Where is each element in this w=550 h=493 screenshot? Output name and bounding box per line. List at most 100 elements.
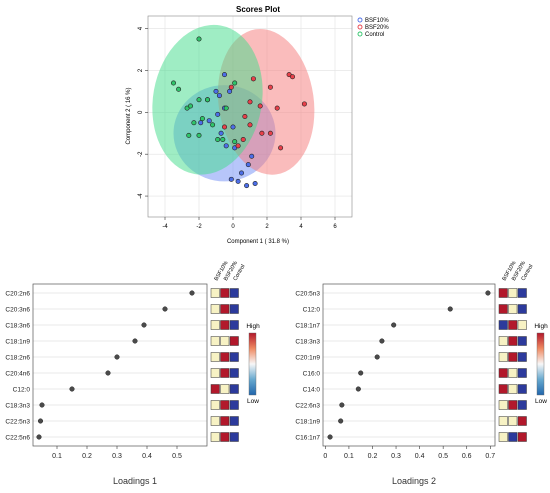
loadings1-row-label: C20:3n6 [5, 307, 30, 314]
loadings1-loading-dot [162, 306, 168, 312]
scores-plot-xlabel: Component 1 ( 31.8 %) [227, 239, 289, 245]
loadings1-row-label: C18:3n3 [5, 403, 30, 410]
loadings1-xlabel: Loadings 1 [113, 476, 157, 486]
loadings1-loading-dot [189, 290, 195, 296]
score-point-control [210, 122, 216, 128]
loadings1-heat-cell [220, 368, 230, 378]
loadings2-xtick-label: 0.7 [485, 453, 495, 460]
loadings2-loading-dot [355, 386, 361, 392]
score-point-control [196, 132, 202, 138]
loadings1-heat-cell [229, 288, 239, 298]
loadings1-heat-cell [210, 368, 220, 378]
scores-plot-ylabel: Component 2 ( 16 %) [126, 87, 132, 144]
score-point-bsf10 [206, 118, 212, 124]
score-point-bsf20 [247, 122, 253, 128]
loadings2-heat-cell [498, 352, 508, 362]
score-point-control [171, 80, 177, 86]
loadings2-heat-cell [508, 336, 518, 346]
loadings2-loading-dot [358, 370, 364, 376]
loadings1-heat-cell [229, 336, 239, 346]
loadings1-heat-cell [210, 336, 220, 346]
score-point-bsf20 [289, 74, 295, 80]
loadings1-row-label: C18:3n6 [5, 323, 30, 330]
scores-ytick-label: 2 [138, 68, 144, 72]
score-point-control [205, 97, 211, 103]
colorbar1-low-label: Low [247, 398, 259, 405]
loadings1-loading-dot [36, 434, 42, 440]
score-point-bsf10 [245, 162, 251, 168]
loadings1-xtick-label: 0.2 [82, 453, 92, 460]
loadings2-heat-cell [517, 416, 527, 426]
colorbar2-low-label: Low [535, 398, 547, 405]
loadings2-xtick-label: 0.3 [391, 453, 401, 460]
legend-label-bsf20: BSF20% [365, 25, 389, 31]
loadings2-heat-cell [508, 352, 518, 362]
score-point-bsf10 [235, 178, 241, 184]
scores-plot-title: Scores Plot [236, 5, 280, 14]
loadings2-heat-cell [517, 352, 527, 362]
loadings1-heat-cell [220, 384, 230, 394]
loadings1-heat-cell [229, 400, 239, 410]
loadings2-heat-cell [517, 368, 527, 378]
score-point-control [232, 139, 238, 145]
loadings2-heat-cell [508, 320, 518, 330]
loadings1-loading-dot [132, 338, 138, 344]
loadings1-heat-cell [229, 432, 239, 442]
score-point-bsf10 [249, 153, 255, 159]
loadings2-loading-dot [327, 434, 333, 440]
loadings2-heat-cell [508, 432, 518, 442]
loadings2-heat-cell [498, 432, 508, 442]
scores-ytick-label: -2 [138, 151, 144, 157]
legend-label-control: Control [365, 32, 384, 38]
score-point-control [199, 116, 205, 122]
score-point-control [176, 86, 182, 92]
score-point-control [196, 97, 202, 103]
loadings1-heat-cell [220, 352, 230, 362]
score-point-control [191, 120, 197, 126]
loadings1-heat-cell [210, 432, 220, 442]
score-point-bsf10 [215, 111, 221, 117]
loadings1-heat-cell [210, 288, 220, 298]
score-point-bsf10 [222, 72, 228, 78]
score-point-control [188, 103, 194, 109]
scores-plot-frame [147, 15, 353, 218]
score-point-bsf20 [240, 137, 246, 143]
loadings2-row-label: C14:0 [303, 387, 321, 394]
score-point-bsf10 [216, 93, 222, 99]
score-point-bsf10 [218, 130, 224, 136]
loadings1-row-label: C18:2n6 [5, 355, 30, 362]
loadings1-row-label: C18:1n9 [5, 339, 30, 346]
scores-ytick-label: 0 [138, 110, 144, 114]
loadings2-heat-cell [498, 368, 508, 378]
loadings2-xtick-label: 0.6 [462, 453, 472, 460]
score-point-bsf20 [250, 76, 256, 82]
loadings1-heat-cell [220, 432, 230, 442]
scores-xtick-label: -4 [162, 224, 168, 230]
loadings2-heat-cell [517, 288, 527, 298]
colorbar1-high-label: High [246, 323, 260, 330]
score-point-bsf20 [267, 130, 273, 136]
loadings2-heat-cell [498, 416, 508, 426]
loadings1-loading-dot [69, 386, 75, 392]
scores-xtick-label: 6 [333, 224, 337, 230]
loadings1-row-label: C20:2n6 [5, 291, 30, 298]
score-point-bsf10 [213, 88, 219, 94]
loadings2-xtick-label: 0.2 [368, 453, 378, 460]
loadings2-row-label: C18:1n9 [295, 419, 320, 426]
loadings1-heat-cell [220, 416, 230, 426]
loadings2-heat-cell [517, 320, 527, 330]
loadings2-heat-cell [517, 336, 527, 346]
loadings1-heat-cell [229, 416, 239, 426]
loadings1-heat-cell [229, 384, 239, 394]
score-point-control [186, 132, 192, 138]
legend-marker-bsf20 [357, 24, 363, 30]
score-point-bsf10 [230, 124, 236, 130]
loadings2-loading-dot [485, 290, 491, 296]
scores-xtick-label: 4 [299, 224, 303, 230]
loadings2-heat-cell [498, 336, 508, 346]
loadings2-row-label: C18:3n3 [295, 339, 320, 346]
loadings1-heat-cell [220, 288, 230, 298]
legend-marker-bsf10 [357, 17, 363, 23]
scores-ytick-label: -4 [138, 193, 144, 199]
